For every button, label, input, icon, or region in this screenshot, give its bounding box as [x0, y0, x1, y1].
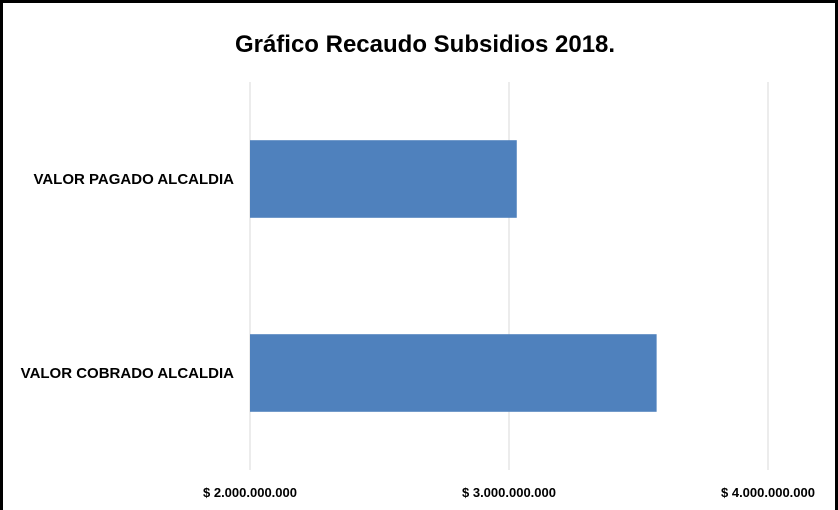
- bar: [250, 140, 517, 218]
- chart-title: Gráfico Recaudo Subsidios 2018.: [235, 31, 615, 58]
- category-labels: VALOR PAGADO ALCALDIA VALOR COBRADO ALCAL…: [21, 171, 234, 382]
- bars: [250, 140, 657, 412]
- x-axis-tick-labels: $ 2.000.000.000 $ 3.000.000.000 $ 4.000.00…: [203, 485, 815, 500]
- x-tick-label: $ 2.000.000.000: [203, 485, 297, 500]
- category-label: VALOR COBRADO ALCALDIA: [21, 365, 234, 382]
- category-label: VALOR PAGADO ALCALDIA: [33, 171, 234, 188]
- bar: [250, 334, 657, 412]
- x-tick-label: $ 3.000.000.000: [462, 485, 556, 500]
- x-tick-label: $ 4.000.000.000: [721, 485, 815, 500]
